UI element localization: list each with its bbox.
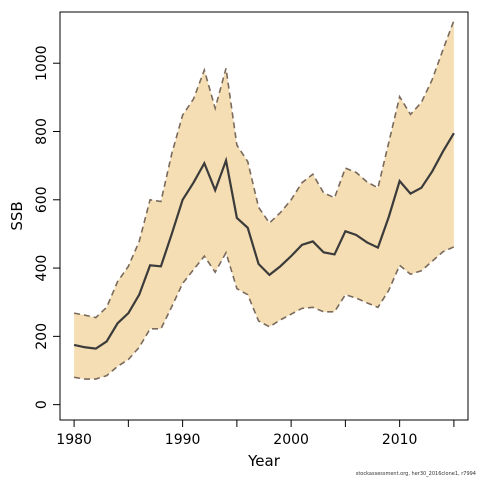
lower-bound-line — [73, 246, 455, 380]
y-tick-label: 200 — [34, 323, 50, 350]
ssb-estimate-line — [73, 132, 455, 350]
y-tick-label: 1000 — [34, 45, 50, 81]
upper-bound-line — [73, 20, 455, 319]
source-footnote: stockassessment.org, her30_2016clone1, r… — [355, 471, 476, 477]
y-axis: 0 200 400 600 800 1000 — [34, 45, 60, 409]
line-layer — [73, 132, 455, 350]
y-tick-label: 600 — [34, 186, 50, 213]
y-axis-title: SSB — [8, 201, 26, 230]
y-tick-label: 800 — [34, 118, 50, 145]
x-tick-label: 2000 — [273, 432, 309, 448]
confidence-band — [74, 20, 454, 380]
x-tick-label: 1980 — [56, 432, 92, 448]
x-tick-label: 2010 — [382, 432, 418, 448]
y-tick-label: 400 — [34, 255, 50, 282]
plot-frame — [59, 11, 469, 421]
x-axis-title: Year — [247, 452, 281, 470]
x-tick-label: 1990 — [165, 432, 201, 448]
confidence-band-layer — [73, 20, 455, 380]
x-axis: 1980 1990 2000 2010 — [56, 420, 455, 448]
y-tick-label: 0 — [34, 400, 50, 409]
